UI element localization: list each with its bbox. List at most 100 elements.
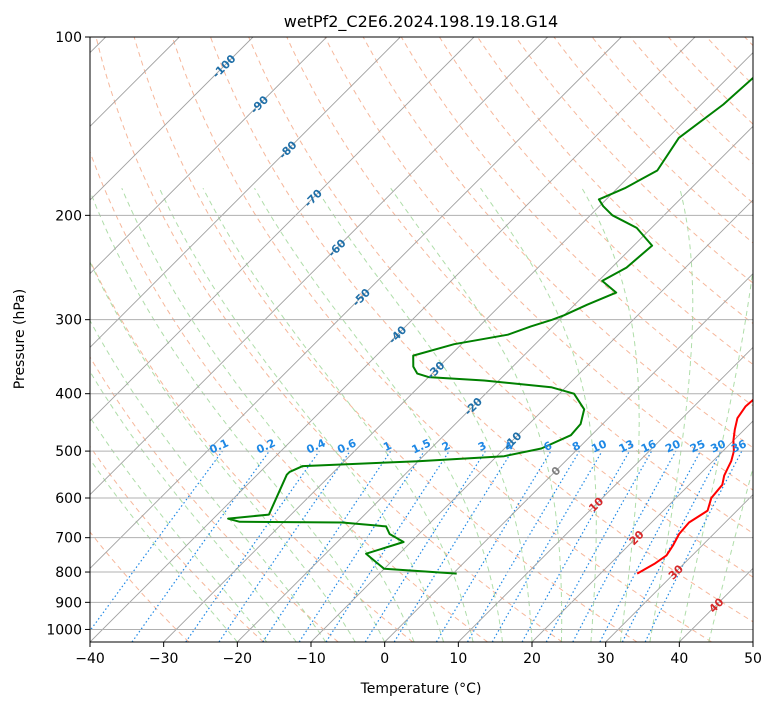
mixing-ratio-label: 25: [688, 437, 707, 455]
isotherm: [605, 494, 753, 642]
mixing-ratio-line: [185, 450, 320, 642]
dry-adiabat: [629, 37, 753, 165]
isotherm: [752, 641, 753, 642]
moist-adiabat: [90, 370, 297, 642]
isotherm: [310, 199, 753, 642]
dry-adiabat: [90, 531, 190, 642]
y-tick-label: 400: [55, 387, 82, 403]
mixing-ratio-line: [466, 450, 580, 642]
y-tick-label: 300: [55, 313, 82, 329]
isotherm-label: 30: [666, 562, 686, 582]
dry-adiabat: [744, 37, 753, 47]
x-tick-label: −20: [223, 651, 253, 667]
isotherm-label: -90: [248, 93, 271, 116]
plot-frame: [89, 36, 754, 643]
y-tick-label: 800: [55, 565, 82, 581]
dry-adiabat: [171, 37, 712, 642]
dry-adiabat: [668, 37, 753, 125]
isotherm: [163, 52, 753, 642]
moist-adiabat: [202, 187, 474, 642]
mixing-ratio-label: 1: [381, 439, 393, 454]
x-tick-label: −10: [296, 651, 326, 667]
isotherm-label: -40: [386, 323, 409, 346]
mixing-ratio-line: [572, 450, 677, 642]
dry-adiabat: [553, 37, 753, 244]
dry-adiabat: [90, 150, 488, 642]
dry-adiabat: [210, 37, 753, 623]
isotherm-label: 10: [586, 494, 606, 514]
moist-adiabat: [708, 466, 753, 642]
isotherm-label: -60: [325, 236, 348, 259]
dry-adiabat: [90, 259, 414, 642]
series-lines: [227, 76, 753, 575]
moist-adiabat: [121, 188, 415, 642]
mixing-ratio-label: 0.6: [335, 436, 358, 456]
mixing-ratio-label: 30: [708, 437, 728, 455]
dry-adiabat: [438, 37, 753, 366]
x-axis-label: Temperature (°C): [360, 681, 482, 697]
isotherm-label: 0: [549, 464, 564, 479]
mixing-ratio-label: 0.2: [254, 436, 277, 456]
isotherm: [90, 37, 401, 348]
mixing-ratio-line: [364, 450, 486, 642]
y-tick-label: 500: [55, 444, 82, 460]
x-tick-label: 10: [449, 651, 467, 667]
isotherm: [531, 420, 753, 642]
x-tick-label: 0: [380, 651, 389, 667]
mixing-ratio-line: [393, 450, 513, 642]
moist-adiabat: [390, 187, 563, 642]
y-tick-label: 100: [55, 30, 82, 46]
isotherm: [90, 37, 327, 275]
x-tick-label: 30: [597, 651, 615, 667]
mixing-ratio-label: 36: [729, 437, 749, 455]
mixing-ratio-label: 10: [589, 437, 609, 455]
moist-adiabat: [90, 189, 386, 642]
dry-adiabat: [477, 37, 753, 325]
isotherm: [384, 273, 753, 642]
grid-lines: [90, 37, 753, 642]
mixing-ratio-line: [131, 450, 270, 642]
x-tick-label: 40: [670, 651, 688, 667]
moist-adiabat: [90, 260, 356, 642]
isotherm-label: -100: [210, 52, 239, 81]
mixing-ratio-label: 0.1: [207, 436, 230, 456]
dry-adiabat: [286, 37, 753, 534]
isotherm-label: -50: [350, 286, 373, 309]
mixing-ratio-line: [90, 450, 223, 632]
dry-adiabat: [706, 37, 753, 86]
mixing-ratio-label: 20: [663, 437, 683, 455]
mixing-ratio-line: [298, 450, 425, 642]
y-tick-label: 700: [55, 531, 82, 547]
moist-adiabat: [90, 416, 268, 642]
y-tick-label: 600: [55, 491, 82, 507]
mixing-ratio-line: [545, 450, 653, 642]
isotherm-label: -20: [462, 395, 485, 418]
y-axis: 100 200 300 400 500 600 700 800 900 1000: [46, 30, 90, 638]
isotherm-label: -10: [501, 429, 524, 452]
mixing-ratio-label: 1.5: [410, 436, 433, 456]
mixing-ratio-line: [218, 450, 351, 642]
moist-adiabat: [649, 188, 694, 642]
y-tick-label: 1000: [46, 622, 82, 638]
y-tick-label: 200: [55, 208, 82, 224]
x-tick-label: 20: [523, 651, 541, 667]
mixing-ratio-label: 16: [639, 437, 659, 455]
mixing-ratio-line: [325, 450, 450, 642]
temperature-profile: [636, 398, 753, 575]
isotherm: [90, 37, 696, 642]
x-tick-label: −30: [149, 651, 179, 667]
mixing-ratio-line: [521, 450, 631, 642]
mixing-ratio-line: [435, 450, 552, 642]
dry-adiabat: [90, 445, 264, 642]
isotherm: [90, 37, 622, 569]
y-tick-label: 900: [55, 595, 82, 611]
dry-adiabat: [90, 356, 339, 642]
mixing-ratio-label: 0.4: [304, 436, 327, 456]
x-tick-label: 50: [744, 651, 762, 667]
isotherm: [237, 125, 753, 642]
isotherm-label: -80: [276, 138, 299, 161]
dry-adiabat: [133, 37, 638, 642]
isotherm: [458, 346, 753, 642]
mixing-ratio-line: [644, 450, 743, 642]
x-axis: −40 −30 −20 −10 0 10 20 30 40 50: [75, 642, 762, 667]
